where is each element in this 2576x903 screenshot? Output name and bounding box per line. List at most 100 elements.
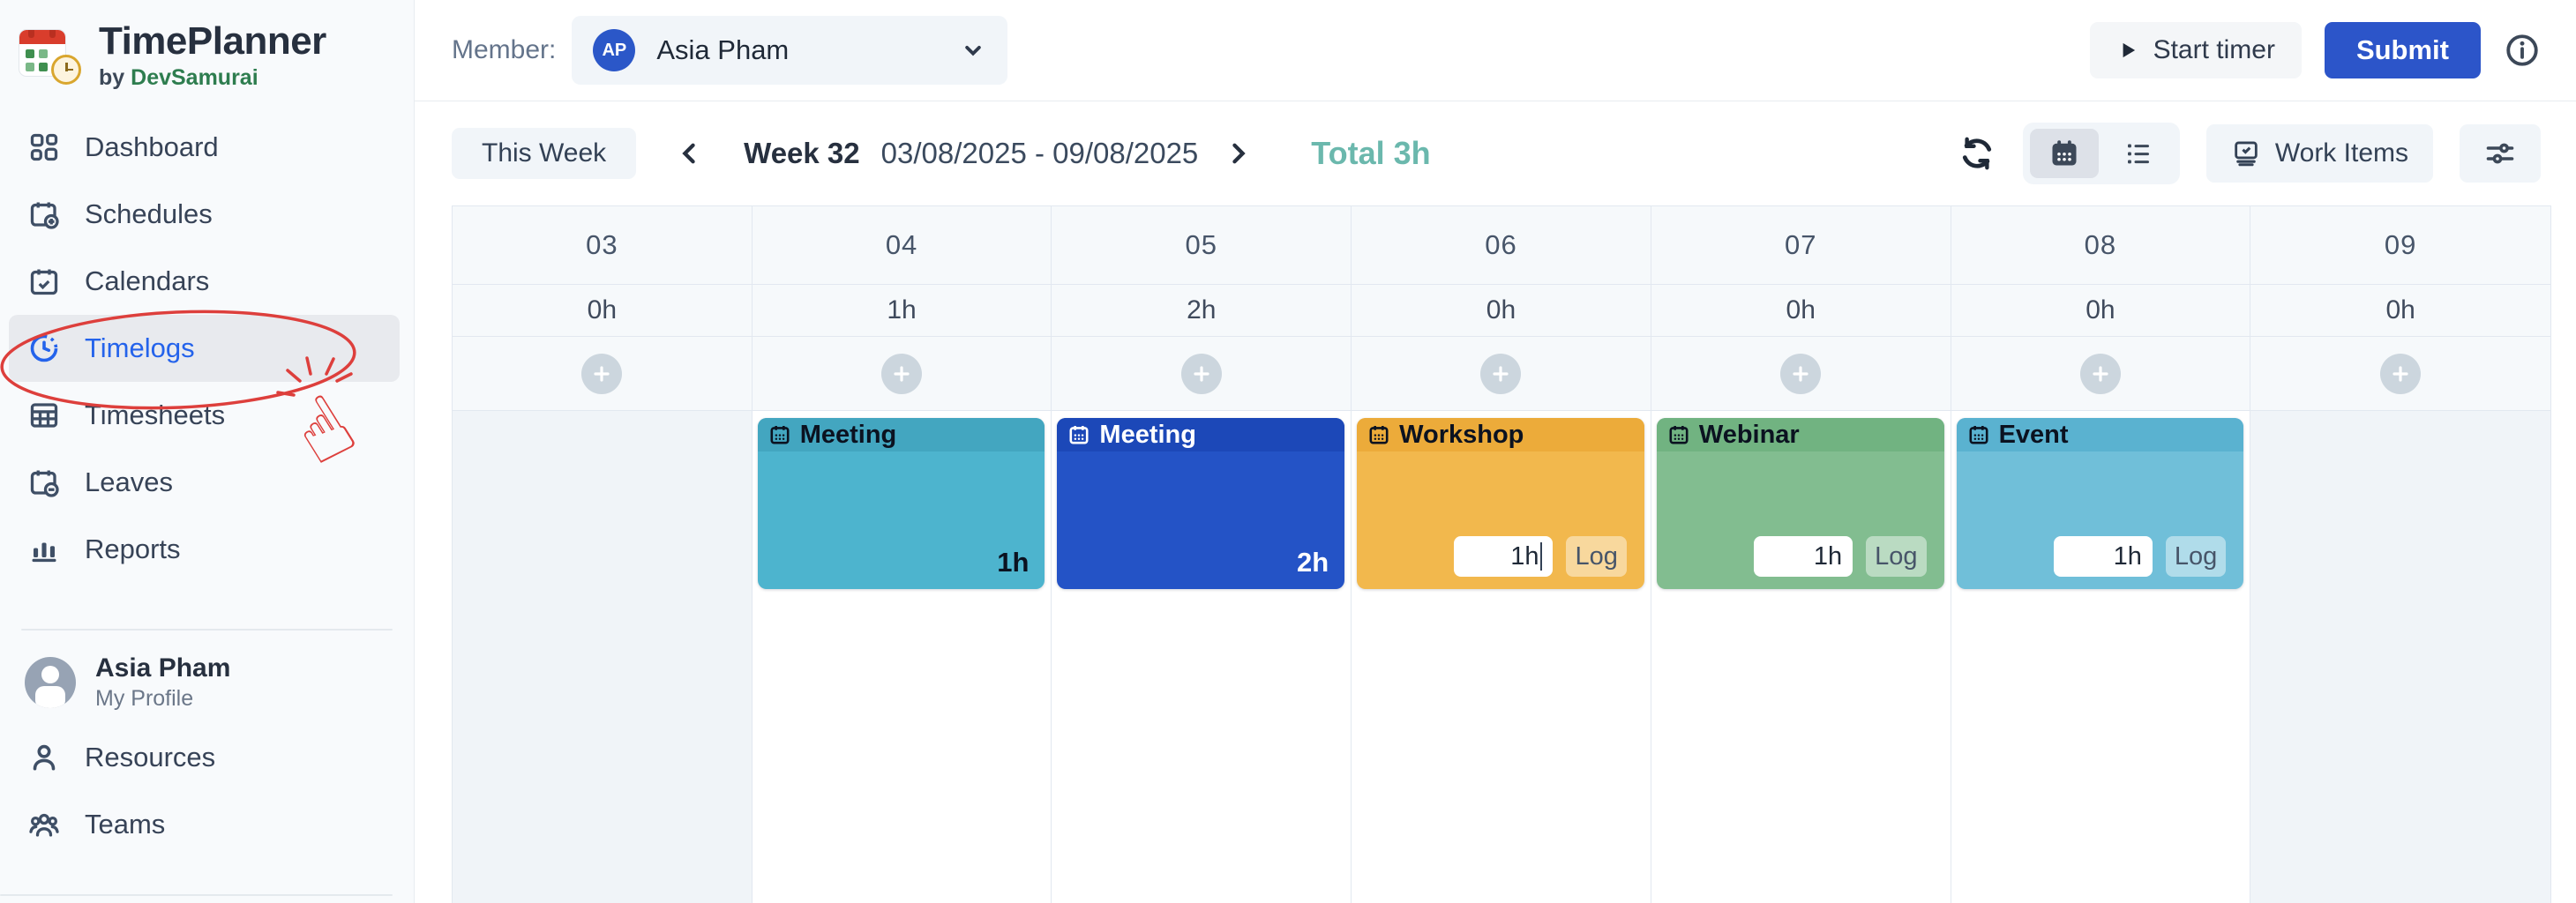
- day-events-cell: [2250, 411, 2550, 903]
- sidebar-item-leaves[interactable]: Leaves: [0, 449, 414, 516]
- profile-name: Asia Pham: [95, 653, 231, 683]
- app-logo: TimePlanner by DevSamurai: [0, 0, 414, 91]
- start-timer-button[interactable]: Start timer: [2089, 22, 2302, 78]
- submit-button[interactable]: Submit: [2324, 22, 2481, 78]
- sidebar-item-reports[interactable]: Reports: [0, 516, 414, 583]
- refresh-icon[interactable]: [1958, 134, 1996, 173]
- day-header: 05: [1052, 206, 1352, 285]
- view-toggle: [2022, 123, 2180, 184]
- member-avatar: AP: [593, 29, 636, 71]
- person-icon: [28, 742, 60, 773]
- calendar-view-button[interactable]: [2029, 129, 2099, 178]
- list-view-button[interactable]: [2104, 129, 2173, 178]
- day-hours-total: 0h: [1352, 285, 1651, 337]
- day-hours-total: 0h: [1651, 285, 1951, 337]
- people-icon: [28, 809, 60, 840]
- calendar-view-icon: [2048, 138, 2080, 169]
- profile-item[interactable]: Asia Pham My Profile: [0, 631, 414, 724]
- event-title: Meeting: [799, 420, 897, 449]
- work-items-button[interactable]: Work Items: [2205, 124, 2433, 183]
- calendar-check-icon: [28, 265, 60, 297]
- day-events-cell: [453, 411, 753, 903]
- sidebar-item-dashboard[interactable]: Dashboard: [0, 114, 414, 181]
- app-byline: by DevSamurai: [99, 65, 258, 90]
- sidebar-item-schedules[interactable]: Schedules: [0, 181, 414, 248]
- logged-hours: 2h: [1296, 547, 1329, 578]
- day-events-cell: Event 1h Log: [1951, 411, 2251, 903]
- event-card[interactable]: Event 1h Log: [1956, 418, 2244, 589]
- day-hours-total: 0h: [1951, 285, 2251, 337]
- week-number: Week 32: [744, 137, 860, 169]
- calendar-icon: [1667, 423, 1690, 446]
- day-events-cell: Workshop 1h Log: [1352, 411, 1651, 903]
- brand-name: DevSamurai: [131, 65, 258, 90]
- event-card[interactable]: Workshop 1h Log: [1357, 418, 1644, 589]
- event-title: Workshop: [1399, 420, 1524, 449]
- hours-input[interactable]: 1h: [2053, 536, 2153, 577]
- sidebar-item-label: Timesheets: [85, 399, 226, 430]
- calendar-icon: [1067, 423, 1090, 446]
- top-bar: Member: AP Asia Pham Start timer Submit: [415, 0, 2576, 101]
- app-logo-icon: [19, 26, 81, 85]
- filter-settings-button[interactable]: [2460, 124, 2541, 183]
- log-button[interactable]: Log: [1566, 536, 1627, 577]
- add-timelog-button[interactable]: [1480, 353, 1522, 394]
- add-timelog-cell: [1951, 337, 2251, 411]
- sidebar-item-timelogs[interactable]: Timelogs: [9, 315, 400, 382]
- sliders-icon: [2484, 138, 2516, 169]
- day-hours-total: 0h: [2250, 285, 2550, 337]
- sidebar-bottom-divider: [0, 894, 393, 896]
- add-timelog-cell: [1651, 337, 1951, 411]
- day-events-cell: Meeting 2h: [1052, 411, 1352, 903]
- sidebar-item-calendars[interactable]: Calendars: [0, 248, 414, 315]
- clock-icon: [28, 332, 60, 364]
- event-title: Meeting: [1099, 420, 1196, 449]
- total-hours: Total 3h: [1311, 135, 1431, 171]
- hours-input[interactable]: 1h: [1754, 536, 1853, 577]
- sidebar-item-label: Schedules: [85, 198, 213, 229]
- add-timelog-button[interactable]: [1180, 353, 1222, 394]
- event-card[interactable]: Meeting 1h: [757, 418, 1045, 589]
- sidebar: TimePlanner by DevSamurai Dashboard: [0, 0, 415, 903]
- day-hours-total: 2h: [1052, 285, 1352, 337]
- sidebar-item-label: Calendars: [85, 265, 210, 296]
- week-bar: This Week Week 32 03/08/2025 - 09/08/202…: [415, 101, 2576, 205]
- add-timelog-button[interactable]: [881, 353, 923, 394]
- day-events-cell: Meeting 1h: [752, 411, 1052, 903]
- add-timelog-button[interactable]: [2380, 353, 2422, 394]
- event-card[interactable]: Webinar 1h Log: [1656, 418, 1944, 589]
- bar-chart-icon: [28, 534, 60, 565]
- sidebar-item-label: Teams: [85, 809, 166, 840]
- log-button[interactable]: Log: [1866, 536, 1927, 577]
- add-timelog-button[interactable]: [581, 353, 623, 394]
- member-select[interactable]: AP Asia Pham: [572, 16, 1008, 85]
- sidebar-item-teams[interactable]: Teams: [0, 791, 414, 858]
- day-hours-total: 1h: [752, 285, 1052, 337]
- prev-week-icon[interactable]: [675, 138, 705, 168]
- add-timelog-button[interactable]: [2079, 353, 2121, 394]
- member-name: Asia Pham: [656, 34, 790, 65]
- event-card[interactable]: Meeting 2h: [1057, 418, 1345, 589]
- sidebar-item-label: Timelogs: [85, 332, 195, 363]
- log-button[interactable]: Log: [2165, 536, 2227, 577]
- add-timelog-cell: [453, 337, 753, 411]
- sidebar-divider: [21, 629, 393, 631]
- add-timelog-button[interactable]: [1780, 353, 1822, 394]
- info-icon[interactable]: [2504, 32, 2541, 69]
- this-week-button[interactable]: This Week: [452, 128, 637, 179]
- week-date-range: 03/08/2025 - 09/08/2025: [880, 137, 1199, 169]
- sidebar-nav: Dashboard Schedules Calendars: [0, 114, 414, 583]
- add-timelog-cell: [2250, 337, 2550, 411]
- next-week-icon[interactable]: [1223, 138, 1253, 168]
- sidebar-item-label: Reports: [85, 534, 181, 564]
- list-view-icon: [2123, 138, 2154, 169]
- clock-logo-icon: [51, 54, 81, 85]
- sidebar-item-label: Dashboard: [85, 131, 219, 162]
- add-timelog-cell: [752, 337, 1052, 411]
- calendar-icon: [768, 423, 791, 446]
- hours-input[interactable]: 1h: [1454, 536, 1554, 577]
- day-header: 07: [1651, 206, 1951, 285]
- event-title: Webinar: [1698, 420, 1800, 449]
- day-header: 09: [2250, 206, 2550, 285]
- sidebar-item-resources[interactable]: Resources: [0, 724, 414, 791]
